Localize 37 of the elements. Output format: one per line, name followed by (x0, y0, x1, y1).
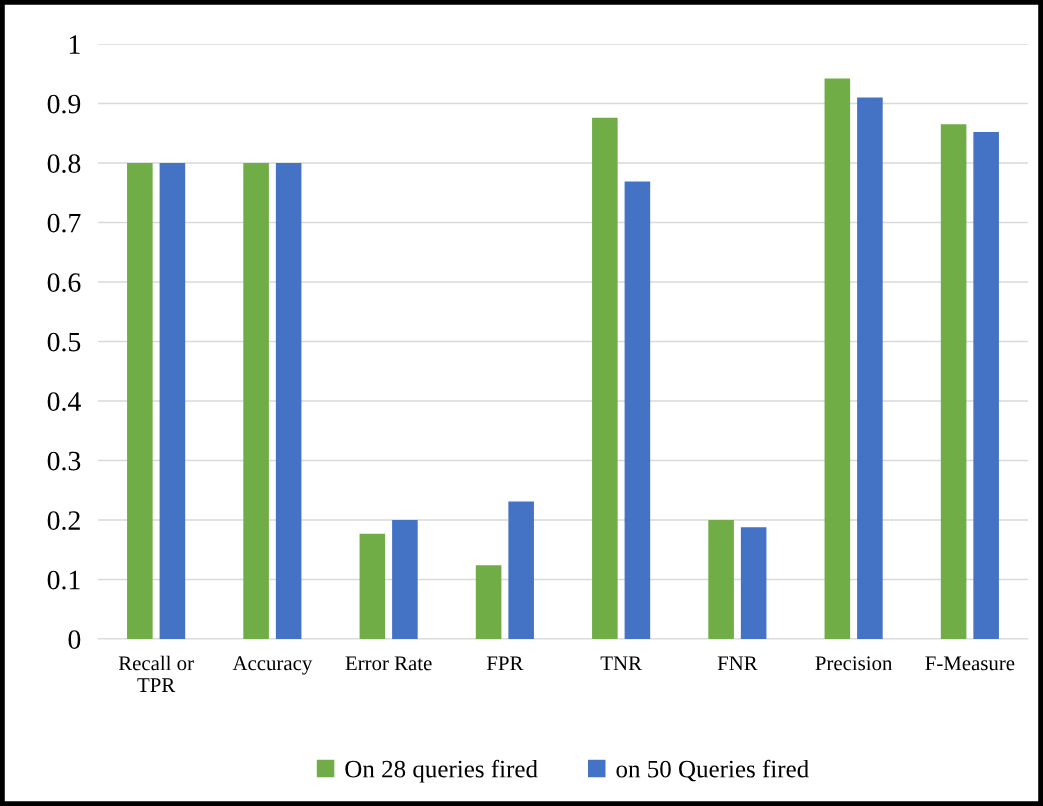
bar (159, 163, 186, 639)
legend-label: On 28 queries fired (345, 759, 538, 783)
bar (243, 163, 269, 639)
bar (740, 527, 767, 639)
x-tick-label: Precision (815, 656, 893, 671)
y-tick-label: 0.6 (47, 273, 81, 293)
x-tick-label: Error Rate (345, 656, 432, 671)
x-tick-label: TNR (600, 656, 642, 671)
bar (824, 78, 851, 639)
x-tick-label: FNR (717, 656, 758, 671)
bar (475, 565, 502, 639)
y-tick-label: 1 (69, 35, 80, 54)
bar (624, 181, 651, 639)
x-tick-label: Recall or TPR (118, 655, 194, 692)
bar (973, 132, 999, 639)
y-tick-label: 0.3 (47, 451, 81, 471)
y-tick-label: 0.7 (47, 213, 81, 233)
bar (940, 124, 967, 639)
x-tick-label: FPR (486, 656, 524, 671)
y-tick-label: 0.9 (47, 94, 81, 114)
y-tick-label: 0.8 (47, 154, 81, 174)
bar (857, 97, 883, 639)
bar (127, 163, 153, 639)
y-tick-label: 0.2 (47, 511, 80, 531)
legend-label: on 50 Queries fired (616, 759, 809, 782)
bar (359, 533, 386, 639)
y-tick-label: 0 (68, 630, 81, 649)
y-tick-label: 0.1 (47, 570, 80, 590)
bar (392, 520, 418, 639)
x-tick-label: F-Measure (925, 656, 1015, 671)
bar (275, 163, 302, 639)
y-tick-label: 0.5 (47, 332, 81, 352)
bar (508, 501, 534, 639)
x-tick-label: Accuracy (232, 656, 313, 675)
y-tick-label: 0.4 (47, 392, 81, 412)
bar (592, 117, 618, 639)
bar (708, 520, 734, 639)
